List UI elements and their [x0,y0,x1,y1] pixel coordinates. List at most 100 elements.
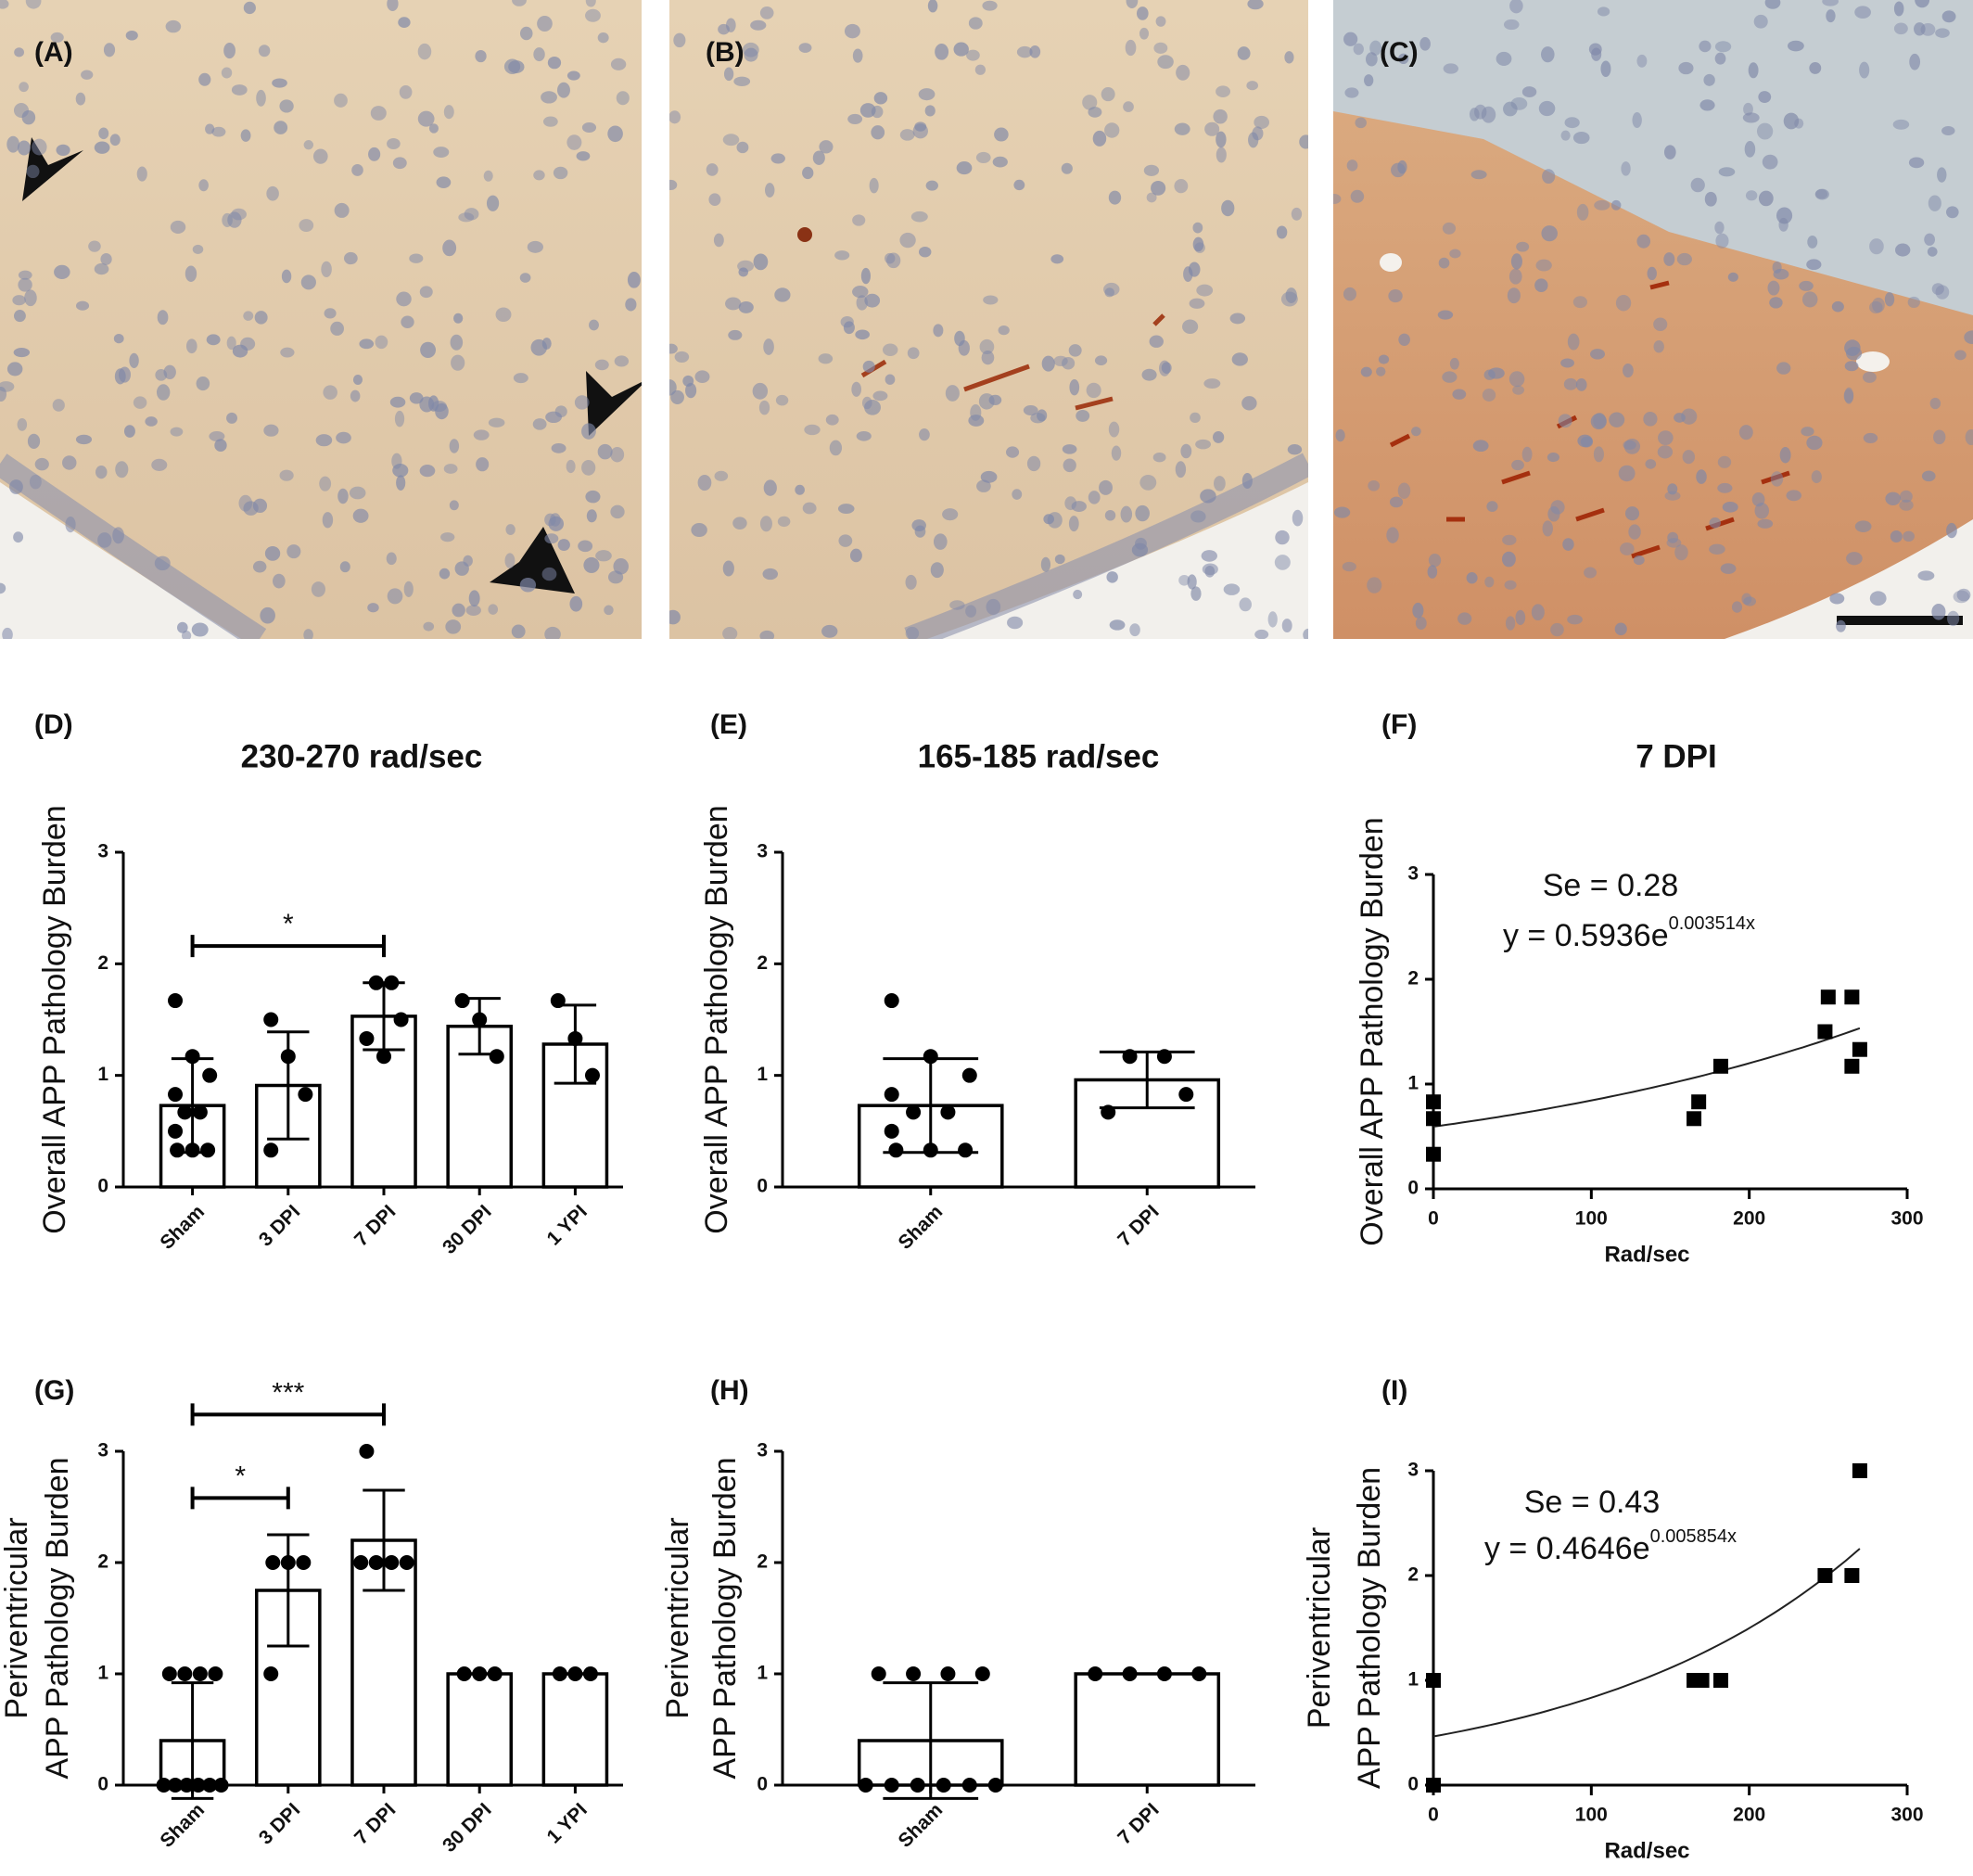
nucleus [627,271,641,288]
nucleus [1615,294,1632,312]
nucleus [968,415,985,427]
nucleus [209,431,225,441]
nucleus [669,179,678,191]
nucleus [1376,366,1386,376]
data-point [1694,1673,1710,1688]
nucleus [1954,350,1967,361]
nucleus [419,465,436,478]
data-point [552,1666,567,1681]
nucleus [185,338,197,354]
nucleus [1699,40,1712,53]
nucleus [156,384,171,401]
nucleus [387,137,401,149]
nucleus [505,524,516,535]
nucleus [504,553,516,568]
nucleus [1521,446,1533,463]
nucleus [1229,313,1246,325]
nucleus [885,374,896,385]
nucleus [674,351,690,364]
nucleus [1391,162,1406,178]
nucleus [396,475,406,491]
nucleus [1709,517,1721,529]
nucleus [708,193,721,207]
nucleus [1806,435,1823,451]
nucleus [1505,616,1516,631]
nucleus [1099,479,1113,495]
nucleus [610,504,625,519]
nucleus [513,373,528,384]
nucleus [1699,99,1715,111]
nucleus [723,67,734,82]
nucleus [511,624,526,639]
nucleus [974,64,986,75]
nucleus [852,48,863,63]
nucleus [428,123,439,134]
ventricle [927,482,1308,639]
nucleus [25,0,42,9]
nucleus [1663,145,1676,160]
nucleus [614,355,630,367]
nucleus [97,532,112,548]
nucleus [551,442,566,453]
nucleus [1609,412,1625,428]
nucleus [1061,162,1073,174]
nucleus [1365,52,1378,67]
nucleus [1508,371,1525,388]
y-tick-label: 1 [757,1663,768,1684]
nucleus [1275,530,1290,545]
nucleus [1632,112,1642,128]
micrograph [669,0,1308,639]
significance-bracket [190,935,386,958]
nucleus [765,183,775,198]
data-point [1191,1666,1207,1681]
nucleus [1770,471,1784,487]
nucleus [1657,445,1674,459]
data-point [888,1142,904,1158]
nucleus [1743,596,1757,606]
nucleus [1180,443,1192,459]
data-point [1088,1666,1103,1681]
nucleus [1507,287,1521,304]
nucleus [795,484,805,495]
data-point [1426,1673,1441,1688]
data-point [1691,1094,1707,1110]
nucleus [1767,280,1780,296]
nucleus [818,353,834,364]
nucleus [409,253,424,263]
nucleus [1026,455,1041,472]
nucleus [1715,233,1729,249]
nucleus [449,500,459,511]
nucleus [1247,0,1264,10]
nucleus [905,574,917,590]
nucleus [401,315,414,329]
nucleus [804,424,821,436]
nucleus [266,185,279,201]
nucleus [198,179,209,192]
nucleus [1753,14,1768,29]
nucleus [1869,300,1883,314]
nucleus [281,269,292,284]
nucleus [1204,565,1216,578]
nucleus [512,0,527,6]
nucleus [1776,362,1791,375]
nucleus [488,417,505,428]
nucleus [1538,100,1556,117]
nucleus [13,347,31,358]
nucleus [1050,254,1064,264]
nucleus [1786,490,1802,502]
nucleus [1092,130,1107,147]
nucleus [1146,192,1157,203]
nucleus [1104,509,1116,521]
x-tick-label: 1 YPI [543,1201,592,1249]
y-axis-label: Periventricular [1302,1527,1337,1729]
y-tick-label: 2 [97,1551,108,1573]
nucleus [1040,556,1051,572]
nucleus [777,516,791,528]
y-tick-label: 3 [97,841,108,862]
nucleus [1884,292,1895,307]
nucleus [1183,266,1193,282]
data-point [368,975,384,990]
nucleus [1869,238,1884,255]
nucleus [1068,344,1082,357]
nucleus [586,509,597,523]
